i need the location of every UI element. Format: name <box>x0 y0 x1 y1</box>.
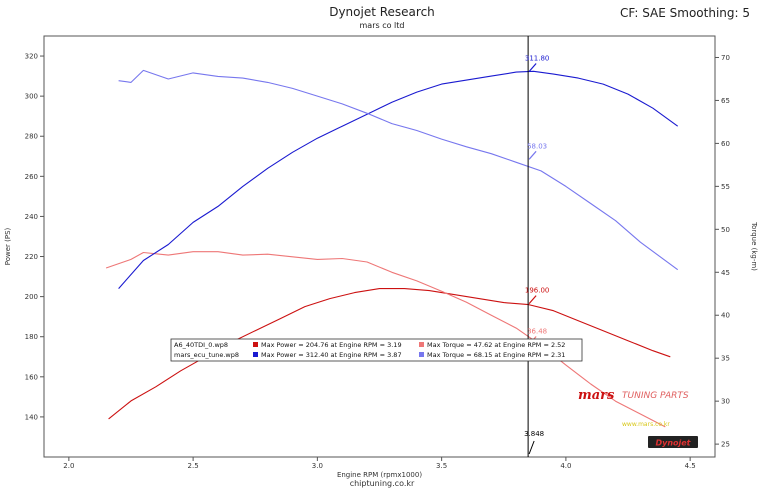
brand-logo: mars <box>578 388 615 403</box>
legend-power-text: Max Power = 312.40 at Engine RPM = 3.87 <box>261 351 402 359</box>
marker-readout: 36.48 <box>527 327 547 335</box>
rpm-marker-label: 3.848 <box>524 430 544 438</box>
x-tick-label: 3.5 <box>436 462 447 470</box>
series-line-3 <box>118 69 679 271</box>
y-left-tick-label: 140 <box>25 413 38 421</box>
footer-site: chiptuning.co.kr <box>349 479 415 488</box>
legend-file: mars_ecu_tune.wp8 <box>174 351 239 359</box>
y-left-tick-label: 240 <box>25 213 38 221</box>
y-right-tick-label: 30 <box>721 398 730 406</box>
dynojet-badge <box>648 436 698 448</box>
y-right-tick-label: 40 <box>721 312 730 320</box>
y-right-tick-label: 55 <box>721 183 730 191</box>
y-left-tick-label: 220 <box>25 253 38 261</box>
legend-power-text: Max Power = 204.76 at Engine RPM = 3.19 <box>261 341 402 349</box>
y-right-tick-label: 45 <box>721 269 730 277</box>
y-left-tick-label: 320 <box>25 53 38 61</box>
legend-swatch-torque <box>419 352 424 357</box>
series-line-1 <box>105 251 666 428</box>
x-tick-label: 2.5 <box>188 462 199 470</box>
y-left-tick-label: 160 <box>25 373 38 381</box>
y-right-axis-label: Torque (kg-m) <box>750 221 758 271</box>
marker-readout: 58.03 <box>527 142 547 150</box>
marker-readout-arrow <box>528 295 537 305</box>
legend-swatch-power <box>253 342 258 347</box>
x-tick-label: 4.5 <box>685 462 696 470</box>
legend-file: A6_40TDI_0.wp8 <box>174 341 228 349</box>
correction-settings: CF: SAE Smoothing: 5 <box>619 6 750 20</box>
y-left-tick-label: 280 <box>25 133 38 141</box>
y-right-tick-label: 65 <box>721 97 730 105</box>
marker-readout: 196.00 <box>525 287 550 295</box>
rpm-marker-arrow <box>528 440 535 455</box>
dynojet-badge-text: Dynojet <box>655 439 691 448</box>
y-right-tick-label: 50 <box>721 226 730 234</box>
y-left-tick-label: 300 <box>25 93 38 101</box>
y-left-tick-label: 260 <box>25 173 38 181</box>
legend-swatch-power <box>253 352 258 357</box>
x-axis-label: Engine RPM (rpmx1000) <box>337 471 422 479</box>
x-tick-label: 2.0 <box>63 462 74 470</box>
legend-box <box>170 338 583 362</box>
brand-tagline: TUNING PARTS <box>622 391 689 401</box>
y-right-tick-label: 35 <box>721 355 730 363</box>
plot-frame <box>43 35 716 458</box>
y-left-tick-label: 200 <box>25 293 38 301</box>
x-tick-label: 3.0 <box>312 462 323 470</box>
y-left-axis-label: Power (PS) <box>4 227 12 265</box>
series-line-2 <box>118 70 679 289</box>
legend-torque-text: Max Torque = 68.15 at Engine RPM = 2.31 <box>427 351 565 359</box>
chart-title: Dynojet Research <box>329 5 435 19</box>
chart-subtitle: mars co ltd <box>359 21 405 30</box>
brand-url: www.mars.co.kr <box>622 421 670 428</box>
marker-readout-arrow <box>528 150 537 160</box>
y-right-tick-label: 70 <box>721 54 730 62</box>
y-right-tick-label: 25 <box>721 441 730 449</box>
y-left-tick-label: 180 <box>25 333 38 341</box>
x-tick-label: 4.0 <box>560 462 571 470</box>
y-right-tick-label: 60 <box>721 140 730 148</box>
marker-readout-arrow <box>528 63 537 72</box>
legend-swatch-torque <box>419 342 424 347</box>
marker-readout: 311.80 <box>525 54 550 62</box>
legend-torque-text: Max Torque = 47.62 at Engine RPM = 2.52 <box>427 341 565 349</box>
